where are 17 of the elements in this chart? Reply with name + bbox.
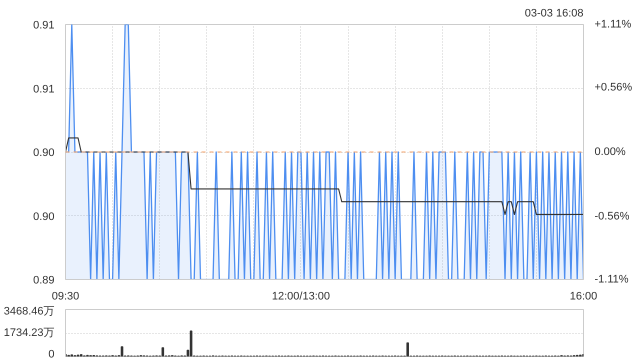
y2-tick-label: -0.56% xyxy=(594,210,630,222)
y-tick-label: 0.91 xyxy=(33,83,55,96)
y-tick-label: 0.90 xyxy=(33,210,55,223)
x-tick-label: 12:00/13:00 xyxy=(272,290,330,302)
y-tick-label: 0.90 xyxy=(33,147,55,159)
y-tick-label: 0 xyxy=(48,348,55,360)
text: 03-03 16:08 xyxy=(524,8,584,20)
y2-tick-label: 0.00% xyxy=(594,146,626,158)
y-tick-label: 0.89 xyxy=(33,274,55,286)
y-tick-label: 0.91 xyxy=(33,20,55,32)
y-tick-label: 3468.46万 xyxy=(4,306,55,318)
y2-tick-label: +0.56% xyxy=(594,82,632,94)
y2-tick-label: -1.11% xyxy=(594,274,629,286)
y2-tick-label: +1.11% xyxy=(594,18,632,30)
x-tick-label: 16:00 xyxy=(570,290,598,302)
x-tick-label: 09:30 xyxy=(52,290,80,302)
y-tick-label: 1734.23万 xyxy=(4,327,55,339)
